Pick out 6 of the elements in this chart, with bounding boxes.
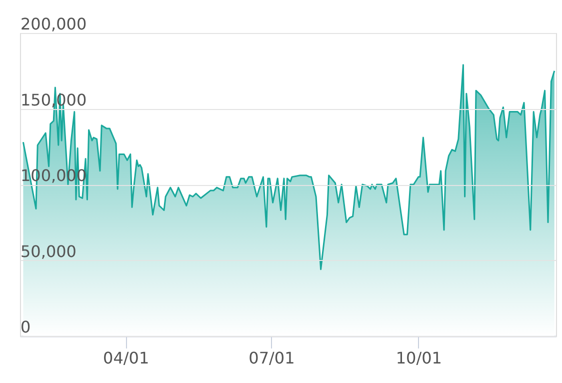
y-tick-label: 0 [20,318,31,336]
x-tick-label: 07/01 [248,348,295,368]
y-tick-label: 200,000 [20,14,87,34]
x-tick-label: 04/01 [103,348,150,368]
y-tick-label: 50,000 [20,242,76,261]
x-tick-label: 10/01 [396,348,442,368]
